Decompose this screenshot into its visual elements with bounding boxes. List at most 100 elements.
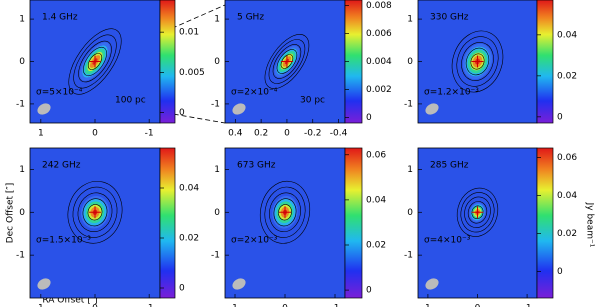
y-tick-label: 1 [19, 165, 25, 175]
y-tick-label: 0 [407, 57, 413, 67]
colorbar-label: Jy beam⁻¹ [585, 202, 595, 248]
colorbar-tick-label: 0.01 [179, 28, 199, 38]
image [225, 148, 345, 298]
contour [268, 39, 306, 84]
x-tick-label: 1 [38, 304, 44, 307]
x-tick-label: -1 [331, 304, 340, 307]
x-tick-label: 0 [284, 129, 290, 139]
image [418, 0, 537, 123]
image [30, 0, 160, 123]
center-cross [471, 55, 484, 68]
x-tick-label: 0 [92, 304, 98, 307]
contour [280, 54, 294, 69]
contour [461, 42, 494, 81]
image [418, 148, 537, 298]
colorbar-tick-label: 0.02 [557, 229, 577, 239]
colorbar-tick-label: 0.06 [366, 150, 386, 160]
contour [471, 205, 484, 220]
panel-title: 673 GHz [237, 161, 276, 171]
contour [456, 36, 499, 87]
y-tick-label: -1 [404, 99, 413, 109]
contour [269, 192, 301, 233]
annotation: 30 pc [300, 96, 325, 106]
annotation: σ=2×10⁻³ [231, 236, 278, 246]
contour [259, 180, 311, 244]
contour [470, 53, 485, 70]
x-tick-label: 0 [282, 304, 288, 307]
contour [67, 181, 123, 244]
colorbar-tick-label: 0.02 [179, 234, 199, 244]
beam [425, 103, 439, 115]
colorbar-tick-label: 0.002 [366, 85, 392, 95]
y-tick-label: -1 [404, 251, 413, 261]
colorbar-tick-label: 0 [557, 112, 563, 122]
x-tick-label: 0 [92, 129, 98, 139]
colorbar-tick-label: 0.04 [557, 191, 577, 201]
colorbar-tick-label: 0 [366, 286, 372, 296]
contour [465, 47, 490, 76]
y-tick-label: -1 [211, 99, 220, 109]
colorbar [344, 147, 363, 299]
y-tick-label: -1 [16, 251, 25, 261]
colorbar-tick-label: 0.06 [557, 153, 577, 163]
colorbar-tick-label: 0.006 [366, 29, 392, 39]
contour [272, 44, 302, 79]
beam [232, 278, 246, 290]
x-tick-label: 1 [38, 129, 44, 139]
colorbar [159, 0, 176, 124]
colorbar-tick-label: 0 [557, 267, 563, 277]
x-tick-label: 1 [425, 304, 431, 307]
contour [78, 40, 112, 83]
x-tick-label: 0.2 [254, 129, 268, 139]
colorbar-tick-label: 0.02 [366, 240, 386, 250]
y-tick-label: 0 [214, 208, 220, 218]
y-tick-label: 1 [407, 165, 413, 175]
y-tick-label: 0 [19, 57, 25, 67]
colorbar-tick-label: 0.04 [179, 184, 199, 194]
x-tick-label: 0 [475, 304, 481, 307]
y-tick-label: 0 [407, 208, 413, 218]
colorbar [536, 0, 554, 124]
panel-title: 285 GHz [430, 161, 469, 171]
beam [37, 103, 51, 115]
x-tick-label: -1 [145, 304, 154, 307]
x-axis-label: RA Offset [″] [42, 296, 97, 306]
center-cross [279, 206, 291, 219]
contour [278, 204, 292, 221]
image [30, 148, 160, 298]
annotation: σ=2×10⁻⁴ [231, 88, 278, 98]
beam [232, 103, 246, 115]
colorbar-tick-label: 0.004 [366, 57, 392, 67]
annotation: σ=4×10⁻³ [424, 236, 471, 246]
contour [87, 53, 103, 70]
annotation: σ=5×10⁻⁴ [36, 88, 83, 98]
x-tick-label: -1 [523, 304, 532, 307]
contour [273, 198, 297, 227]
contour [264, 34, 310, 89]
contour [276, 49, 298, 74]
y-tick-label: 0 [19, 208, 25, 218]
annotation: σ=1.5×10⁻³ [36, 236, 91, 246]
contour [456, 187, 499, 237]
center-cross [471, 206, 484, 219]
contour [467, 201, 488, 224]
colorbar-tick-label: 0.04 [557, 30, 577, 40]
x-tick-label: -0.4 [330, 129, 348, 139]
zoom-line [149, 4, 226, 39]
colorbar-tick-label: 0 [366, 113, 372, 123]
x-tick-label: 1 [232, 304, 238, 307]
colorbar-tick-label: 0 [179, 284, 185, 294]
contour [451, 30, 504, 93]
contour [264, 186, 306, 238]
colorbar-tick-label: 0.04 [366, 195, 386, 205]
contour [82, 198, 108, 227]
image [225, 0, 345, 123]
y-tick-label: 1 [407, 15, 413, 25]
contour [87, 204, 103, 221]
colorbar-tick-label: 0 [179, 108, 185, 118]
y-tick-label: -1 [211, 251, 220, 261]
annotation: 100 pc [115, 96, 146, 106]
contour [73, 34, 117, 89]
center-cross [89, 55, 101, 68]
